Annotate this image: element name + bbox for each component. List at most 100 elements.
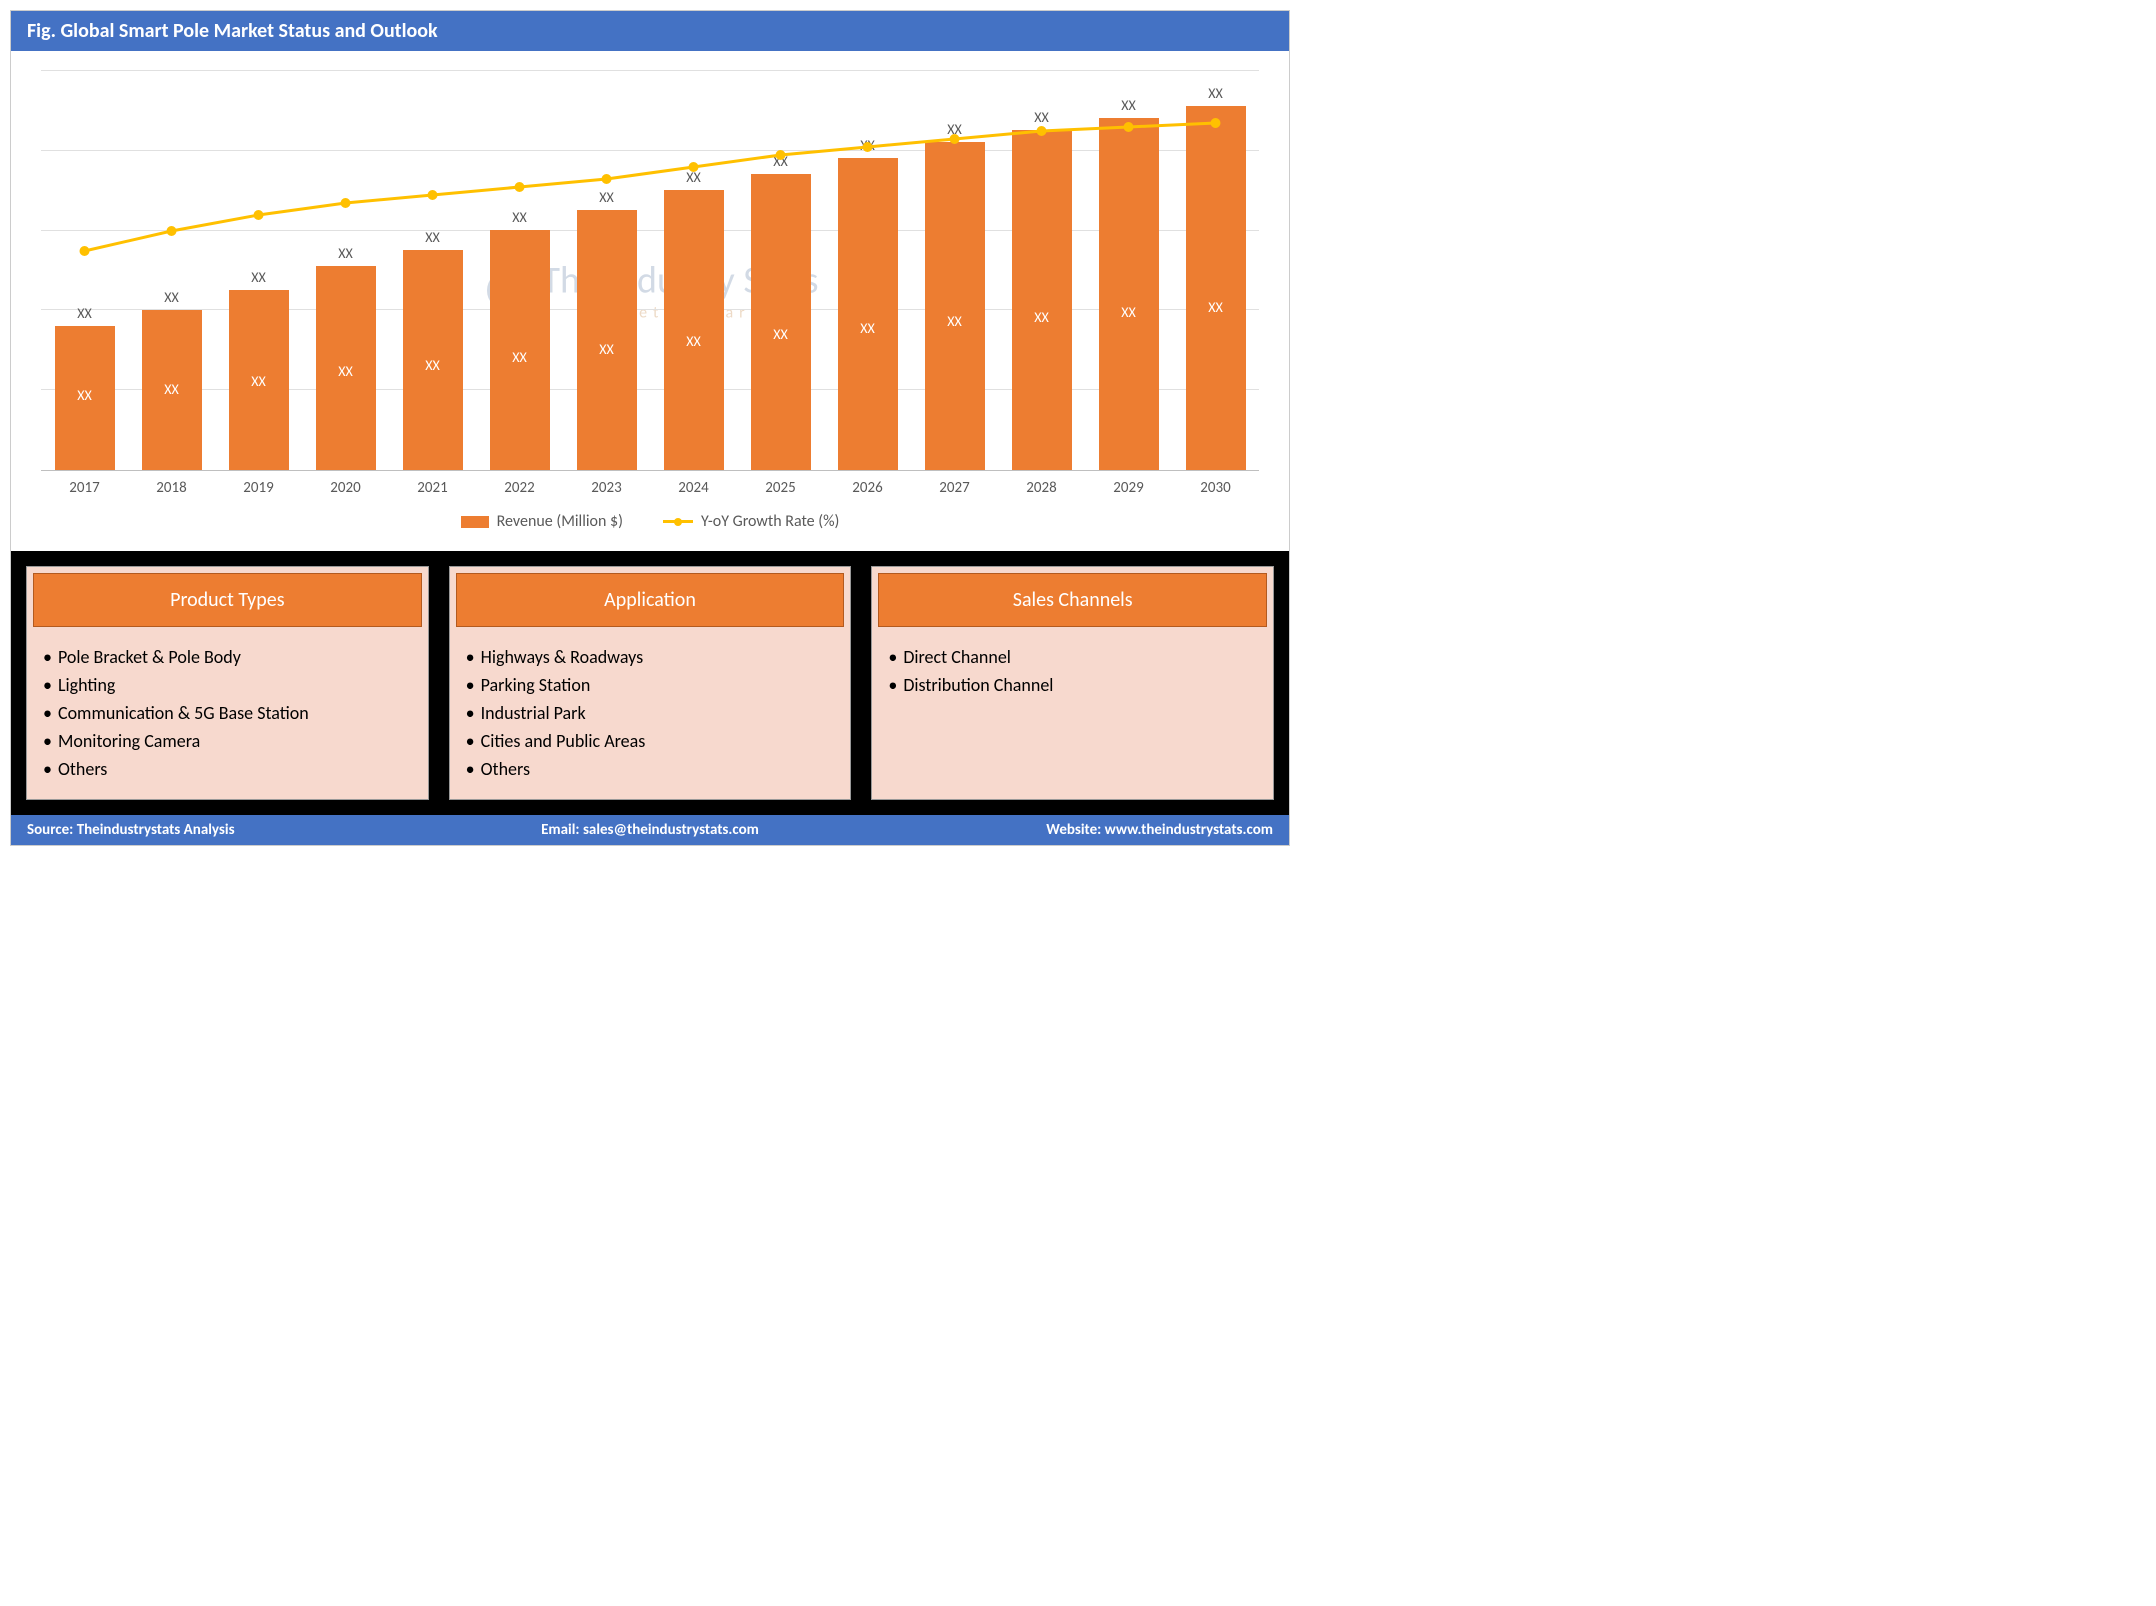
category-panel: Sales Channels Direct ChannelDistribution… <box>871 566 1274 800</box>
panel-list-item: Monitoring Camera <box>43 727 412 755</box>
bar-wrap: XXXX <box>664 169 724 470</box>
panel-body: Pole Bracket & Pole BodyLightingCommunic… <box>27 633 428 799</box>
category-panel: Product Types Pole Bracket & Pole BodyLig… <box>26 566 429 800</box>
bar-value-label: XX <box>77 387 92 404</box>
x-axis-label: 2022 <box>490 479 550 497</box>
bar: XX <box>142 310 202 470</box>
bar: XX <box>838 158 898 470</box>
bar-top-label: XX <box>164 289 179 306</box>
panel-body: Highways & RoadwaysParking StationIndust… <box>450 633 851 799</box>
panel-list-item: Communication & 5G Base Station <box>43 699 412 727</box>
panel-list-item: Industrial Park <box>466 699 835 727</box>
bar: XX <box>316 266 376 470</box>
bar: XX <box>751 174 811 470</box>
bar-value-label: XX <box>860 320 875 337</box>
x-axis-label: 2025 <box>751 479 811 497</box>
bar-value-label: XX <box>773 326 788 343</box>
panel-list-item: Distribution Channel <box>888 671 1257 699</box>
bar-value-label: XX <box>338 363 353 380</box>
panel-list-item: Others <box>466 755 835 783</box>
bar-value-label: XX <box>1208 299 1223 316</box>
bar-wrap: XXXX <box>229 269 289 470</box>
bar: XX <box>925 142 985 470</box>
legend-label-bar: Revenue (Million $) <box>497 512 623 531</box>
bar: XX <box>1099 118 1159 470</box>
bar-wrap: XX XX <box>838 137 898 470</box>
chart-title: Fig. Global Smart Pole Market Status and… <box>11 11 1289 51</box>
bar: XX <box>229 290 289 470</box>
legend-item-revenue: Revenue (Million $) <box>461 512 623 531</box>
bar-top-label: XX <box>1034 109 1049 126</box>
bar-wrap: XX XX <box>925 121 985 470</box>
bar-value-label: XX <box>1121 304 1136 321</box>
bar: XX <box>1186 106 1246 470</box>
bar-top-label: XX <box>512 209 527 226</box>
bar-wrap: XX XX <box>316 245 376 470</box>
panel-list-item: Others <box>43 755 412 783</box>
chart-plot: The Industry Stats market research XXXXX… <box>41 71 1259 471</box>
panel-list-item: Cities and Public Areas <box>466 727 835 755</box>
bar-value-label: XX <box>164 381 179 398</box>
bar-wrap: XX XX <box>1186 85 1246 470</box>
panel-header: Application <box>456 573 845 627</box>
bar: XX <box>664 190 724 470</box>
legend-swatch-line <box>663 520 693 523</box>
panel-list-item: Direct Channel <box>888 643 1257 671</box>
bar-top-label: XX <box>425 229 440 246</box>
bar-wrap: XX XX <box>1012 109 1072 470</box>
x-axis-labels: 2017201820192020202120222023202420252026… <box>41 471 1259 497</box>
category-panel: Application Highways & RoadwaysParking St… <box>449 566 852 800</box>
bar: XX <box>403 250 463 470</box>
bar: XX <box>1012 130 1072 470</box>
panel-list-item: Pole Bracket & Pole Body <box>43 643 412 671</box>
panel-list-item: Parking Station <box>466 671 835 699</box>
x-axis-label: 2019 <box>229 479 289 497</box>
bar-value-label: XX <box>1034 309 1049 326</box>
bar: XX <box>490 230 550 470</box>
x-axis-label: 2017 <box>55 479 115 497</box>
bar-wrap: XX XX <box>577 189 637 470</box>
bar-value-label: XX <box>251 373 266 390</box>
footer-email: Email: sales@theindustrystats.com <box>442 821 857 839</box>
legend-label-line: Y-oY Growth Rate (%) <box>701 512 839 531</box>
x-axis-label: 2018 <box>142 479 202 497</box>
x-axis-label: 2027 <box>925 479 985 497</box>
bar-value-label: XX <box>686 333 701 350</box>
bar-top-label: XX <box>860 137 875 154</box>
bar-value-label: XX <box>512 349 527 366</box>
bar-value-label: XX <box>947 313 962 330</box>
bar-top-label: XX <box>773 153 788 170</box>
bar-wrap: XX XX <box>1099 97 1159 470</box>
category-panels: Product Types Pole Bracket & Pole BodyLig… <box>11 551 1289 815</box>
panel-body: Direct ChannelDistribution Channel <box>872 633 1273 715</box>
bar-value-label: XX <box>425 357 440 374</box>
bar-value-label: XX <box>599 341 614 358</box>
bars-group: XX XX XX XX XX XX XX XX XX XX XX XX XX XX XX XX XX XX XX XX… <box>41 71 1259 470</box>
chart-legend: Revenue (Million $) Y-oY Growth Rate (%) <box>41 497 1259 541</box>
footer-bar: Source: Theindustrystats Analysis Email:… <box>11 815 1289 845</box>
bar-wrap: XX XX <box>403 229 463 470</box>
footer-website: Website: www.theindustrystats.com <box>858 821 1273 839</box>
bar-top-label: XX <box>947 121 962 138</box>
x-axis-label: 2023 <box>577 479 637 497</box>
bar-top-label: XX <box>338 245 353 262</box>
x-axis-label: 2028 <box>1012 479 1072 497</box>
legend-swatch-bar <box>461 516 489 528</box>
panel-header: Sales Channels <box>878 573 1267 627</box>
bar: XX <box>577 210 637 470</box>
bar-top-label: XX <box>599 189 614 206</box>
x-axis-label: 2029 <box>1099 479 1159 497</box>
bar-top-label: XX <box>1208 85 1223 102</box>
x-axis-label: 2024 <box>664 479 724 497</box>
legend-item-growth: Y-oY Growth Rate (%) <box>663 512 839 531</box>
bar-wrap: XX XX <box>751 153 811 470</box>
bar-wrap: XX XX <box>490 209 550 470</box>
x-axis-label: 2021 <box>403 479 463 497</box>
panel-list-item: Highways & Roadways <box>466 643 835 671</box>
bar-top-label: XX <box>1121 97 1136 114</box>
footer-source: Source: Theindustrystats Analysis <box>27 821 442 839</box>
panel-header: Product Types <box>33 573 422 627</box>
infographic-container: Fig. Global Smart Pole Market Status and… <box>10 10 1290 846</box>
x-axis-label: 2020 <box>316 479 376 497</box>
bar-top-label: XX <box>77 305 92 322</box>
